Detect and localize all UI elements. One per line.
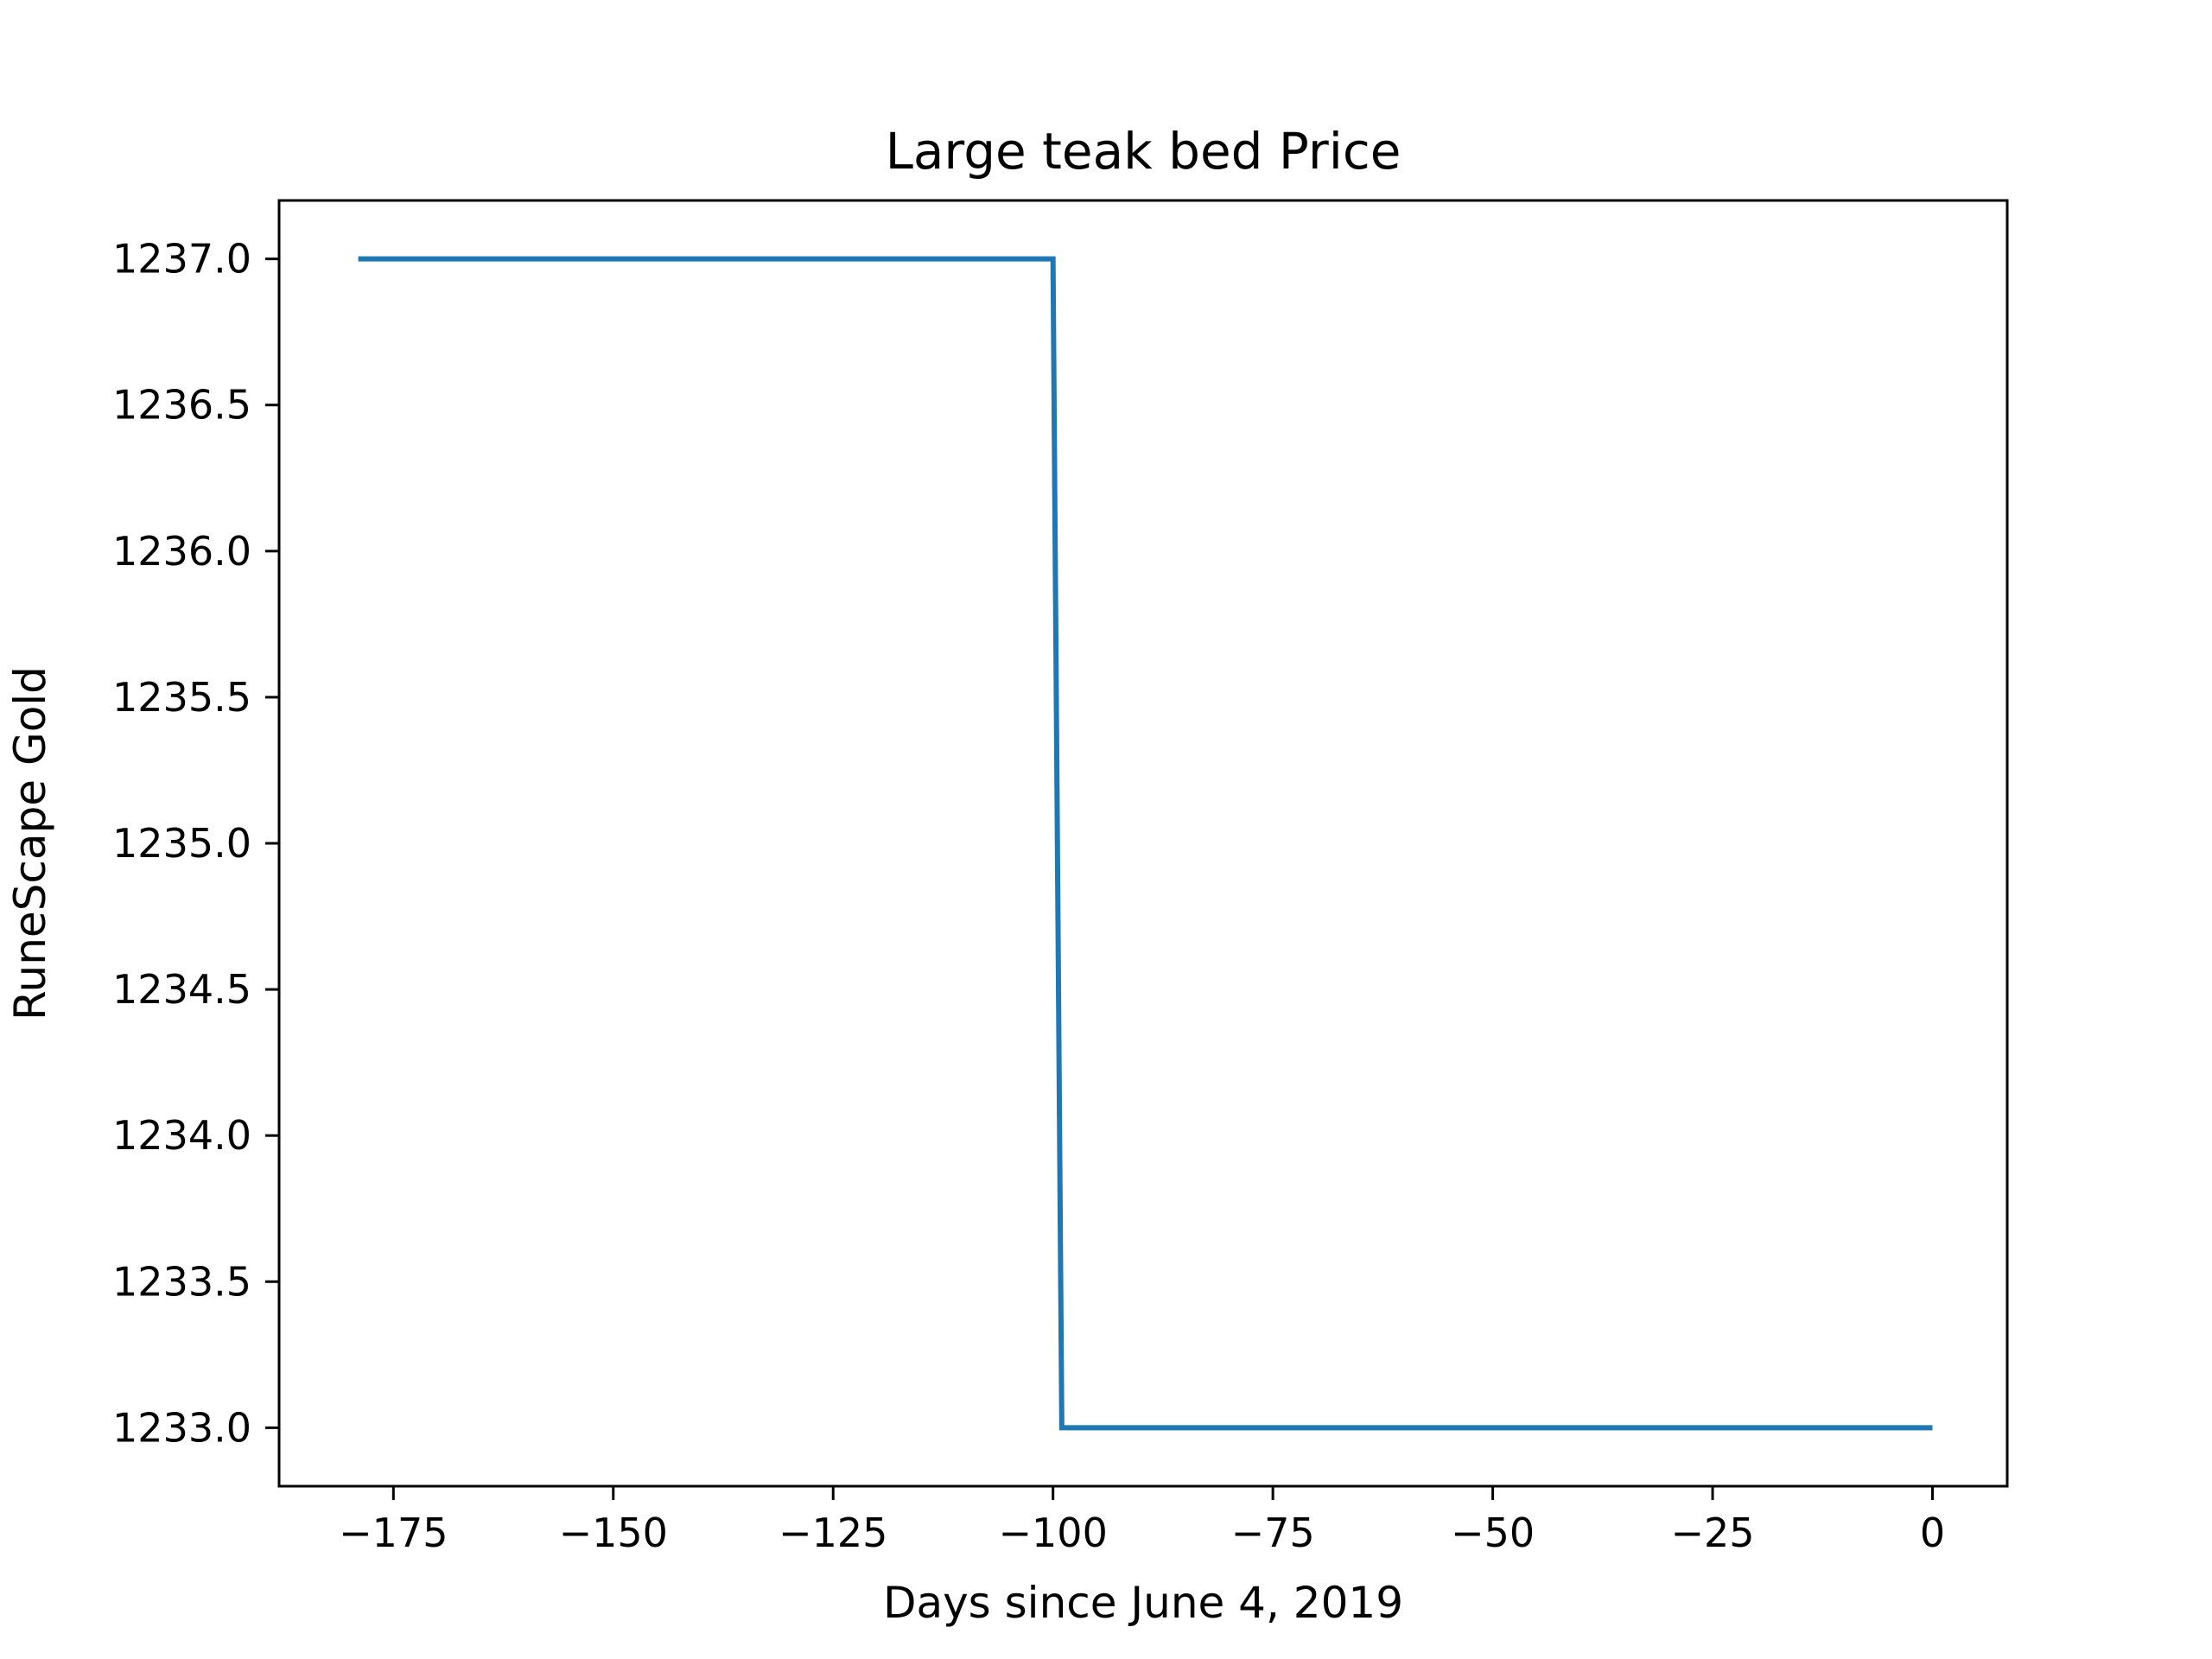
y-tick-label: 1234.5 <box>112 966 251 1013</box>
y-axis-ticks: 1233.0 1233.5 1234.0 1234.5 1235.0 1235.5 1236… <box>112 236 279 1451</box>
series-line <box>358 256 1933 1431</box>
x-axis-ticks: −175 −150 −125 −100 −75 −50 −25 0 <box>339 1486 1945 1556</box>
chart-title: Large teak bed Price <box>886 122 1402 181</box>
plot-frame <box>277 199 2009 1488</box>
y-tick-label: 1235.5 <box>112 674 251 721</box>
y-tick-label: 1235.0 <box>112 820 251 867</box>
y-tick-label: 1236.0 <box>112 528 251 575</box>
x-tick-label: −100 <box>999 1510 1108 1556</box>
y-tick-label: 1237.0 <box>112 236 251 283</box>
series-group <box>358 256 1933 1431</box>
y-axis-title: RuneScape Gold <box>5 666 55 1020</box>
x-axis-title: Days since June 4, 2019 <box>883 1578 1403 1628</box>
x-tick-label: −125 <box>779 1510 887 1556</box>
y-tick-label: 1236.5 <box>112 382 251 429</box>
y-tick-label: 1233.5 <box>112 1258 251 1305</box>
x-tick-label: −150 <box>559 1510 668 1556</box>
y-tick-label: 1233.0 <box>112 1404 251 1451</box>
y-tick-label: 1234.0 <box>112 1112 251 1159</box>
x-tick-label: −75 <box>1231 1510 1315 1556</box>
x-tick-label: −175 <box>339 1510 448 1556</box>
x-tick-label: −50 <box>1451 1510 1535 1556</box>
x-tick-label: −25 <box>1670 1510 1754 1556</box>
x-tick-label: 0 <box>1920 1510 1945 1556</box>
